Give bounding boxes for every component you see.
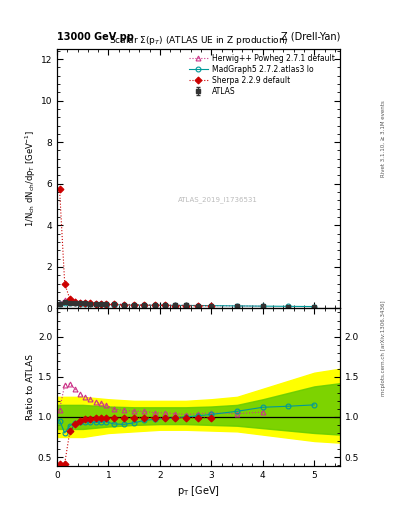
Sherpa 2.2.9 default [152, 302, 157, 308]
MadGraph5 2.7.2.atlas3 lo [173, 302, 178, 308]
MadGraph5 2.7.2.atlas3 lo [132, 302, 136, 308]
Text: Rivet 3.1.10, ≥ 3.1M events: Rivet 3.1.10, ≥ 3.1M events [381, 100, 386, 177]
MadGraph5 2.7.2.atlas3 lo [111, 302, 116, 308]
Sherpa 2.2.9 default [78, 300, 83, 306]
Sherpa 2.2.9 default [103, 301, 108, 307]
Herwig++ Powheg 2.7.1 default [142, 302, 147, 308]
Line: Herwig++ Powheg 2.7.1 default: Herwig++ Powheg 2.7.1 default [57, 297, 265, 309]
MadGraph5 2.7.2.atlas3 lo [261, 303, 265, 309]
Legend: Herwig++ Powheg 2.7.1 default, MadGraph5 2.7.2.atlas3 lo, Sherpa 2.2.9 default, : Herwig++ Powheg 2.7.1 default, MadGraph5… [187, 52, 336, 97]
Herwig++ Powheg 2.7.1 default [83, 299, 88, 305]
MadGraph5 2.7.2.atlas3 lo [103, 302, 108, 308]
Sherpa 2.2.9 default [121, 302, 126, 308]
Herwig++ Powheg 2.7.1 default [173, 302, 178, 308]
MadGraph5 2.7.2.atlas3 lo [62, 301, 67, 307]
MadGraph5 2.7.2.atlas3 lo [78, 301, 83, 307]
Herwig++ Powheg 2.7.1 default [73, 298, 77, 304]
Sherpa 2.2.9 default [111, 302, 116, 308]
Herwig++ Powheg 2.7.1 default [88, 300, 93, 306]
Text: mcplots.cern.ch [arXiv:1306.3436]: mcplots.cern.ch [arXiv:1306.3436] [381, 301, 386, 396]
MadGraph5 2.7.2.atlas3 lo [209, 303, 214, 309]
Title: Scalar Σ(p$_T$) (ATLAS UE in Z production): Scalar Σ(p$_T$) (ATLAS UE in Z productio… [108, 34, 288, 47]
Herwig++ Powheg 2.7.1 default [163, 302, 167, 308]
MadGraph5 2.7.2.atlas3 lo [93, 301, 98, 307]
Sherpa 2.2.9 default [62, 281, 67, 287]
MadGraph5 2.7.2.atlas3 lo [286, 303, 291, 309]
Y-axis label: 1/N$_\mathregular{ch}$ dN$_\mathregular{ch}$/dp$_\mathregular{T}$ [GeV$^{-1}$]: 1/N$_\mathregular{ch}$ dN$_\mathregular{… [24, 130, 38, 227]
Herwig++ Powheg 2.7.1 default [121, 301, 126, 307]
Sherpa 2.2.9 default [93, 301, 98, 307]
MadGraph5 2.7.2.atlas3 lo [83, 301, 88, 307]
MadGraph5 2.7.2.atlas3 lo [163, 302, 167, 308]
MadGraph5 2.7.2.atlas3 lo [68, 301, 72, 307]
Herwig++ Powheg 2.7.1 default [111, 301, 116, 307]
MadGraph5 2.7.2.atlas3 lo [196, 303, 201, 309]
Sherpa 2.2.9 default [196, 303, 201, 309]
Herwig++ Powheg 2.7.1 default [98, 301, 103, 307]
Y-axis label: Ratio to ATLAS: Ratio to ATLAS [26, 354, 35, 420]
Herwig++ Powheg 2.7.1 default [209, 303, 214, 309]
Herwig++ Powheg 2.7.1 default [152, 302, 157, 308]
Text: Z (Drell-Yan): Z (Drell-Yan) [281, 32, 340, 42]
X-axis label: p$_\mathregular{T}$ [GeV]: p$_\mathregular{T}$ [GeV] [177, 484, 220, 498]
Sherpa 2.2.9 default [83, 300, 88, 306]
MadGraph5 2.7.2.atlas3 lo [235, 303, 239, 309]
Herwig++ Powheg 2.7.1 default [132, 302, 136, 308]
Sherpa 2.2.9 default [73, 299, 77, 305]
MadGraph5 2.7.2.atlas3 lo [88, 301, 93, 307]
Herwig++ Powheg 2.7.1 default [183, 302, 188, 308]
Sherpa 2.2.9 default [57, 186, 62, 192]
Sherpa 2.2.9 default [68, 296, 72, 302]
Sherpa 2.2.9 default [183, 303, 188, 309]
MadGraph5 2.7.2.atlas3 lo [152, 302, 157, 308]
Herwig++ Powheg 2.7.1 default [235, 303, 239, 309]
MadGraph5 2.7.2.atlas3 lo [142, 302, 147, 308]
Text: 13000 GeV pp: 13000 GeV pp [57, 32, 134, 42]
MadGraph5 2.7.2.atlas3 lo [73, 301, 77, 307]
Line: Sherpa 2.2.9 default: Sherpa 2.2.9 default [57, 186, 214, 308]
MadGraph5 2.7.2.atlas3 lo [183, 303, 188, 309]
Text: ATLAS_2019_I1736531: ATLAS_2019_I1736531 [178, 196, 258, 203]
Line: MadGraph5 2.7.2.atlas3 lo: MadGraph5 2.7.2.atlas3 lo [57, 301, 317, 309]
Herwig++ Powheg 2.7.1 default [62, 296, 67, 303]
Herwig++ Powheg 2.7.1 default [93, 300, 98, 306]
Herwig++ Powheg 2.7.1 default [261, 303, 265, 309]
Sherpa 2.2.9 default [209, 303, 214, 309]
Herwig++ Powheg 2.7.1 default [68, 297, 72, 304]
Sherpa 2.2.9 default [98, 301, 103, 307]
Sherpa 2.2.9 default [173, 303, 178, 309]
MadGraph5 2.7.2.atlas3 lo [57, 301, 62, 307]
Sherpa 2.2.9 default [88, 301, 93, 307]
Herwig++ Powheg 2.7.1 default [57, 301, 62, 307]
Sherpa 2.2.9 default [132, 302, 136, 308]
MadGraph5 2.7.2.atlas3 lo [121, 302, 126, 308]
Herwig++ Powheg 2.7.1 default [78, 298, 83, 305]
MadGraph5 2.7.2.atlas3 lo [312, 304, 317, 310]
Herwig++ Powheg 2.7.1 default [196, 303, 201, 309]
Sherpa 2.2.9 default [163, 302, 167, 308]
Sherpa 2.2.9 default [142, 302, 147, 308]
Herwig++ Powheg 2.7.1 default [103, 301, 108, 307]
MadGraph5 2.7.2.atlas3 lo [98, 301, 103, 307]
